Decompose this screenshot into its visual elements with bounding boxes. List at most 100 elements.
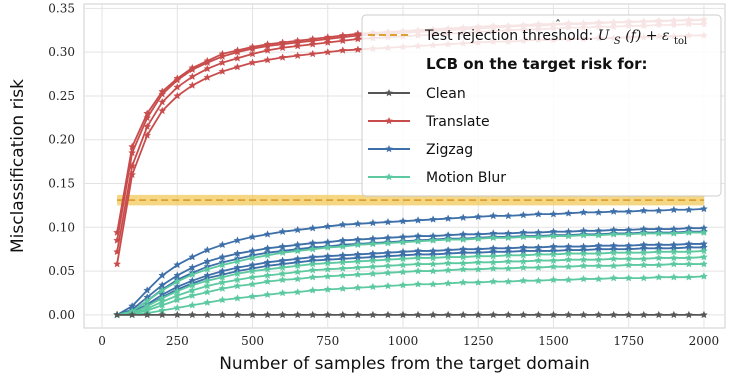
data-point xyxy=(414,237,422,245)
legend-title: LCB on the target risk for: xyxy=(426,55,648,73)
data-point xyxy=(278,275,287,284)
y-tick-label: 0.25 xyxy=(48,89,75,103)
data-point xyxy=(203,298,212,306)
legend-entry-motion-blur: Motion Blur xyxy=(368,170,506,186)
data-point xyxy=(248,292,257,300)
data-point xyxy=(293,41,302,50)
data-point xyxy=(248,49,257,58)
data-point xyxy=(158,310,167,319)
data-point xyxy=(654,247,663,256)
data-point xyxy=(459,235,468,243)
data-point xyxy=(293,287,302,296)
data-point xyxy=(654,253,663,262)
data-point xyxy=(474,278,483,286)
data-point xyxy=(564,262,573,271)
data-point xyxy=(564,209,573,217)
data-point xyxy=(173,277,182,285)
data-point xyxy=(414,280,422,288)
data-point xyxy=(128,148,137,157)
data-point xyxy=(308,273,317,281)
data-point xyxy=(489,258,498,266)
data-point xyxy=(399,310,407,319)
data-point xyxy=(338,271,347,279)
data-point xyxy=(263,251,272,259)
data-point xyxy=(293,267,302,276)
data-point xyxy=(669,253,678,262)
data-point xyxy=(278,310,287,319)
data-point xyxy=(474,234,483,243)
data-point xyxy=(624,230,633,238)
data-point xyxy=(203,265,212,273)
data-point xyxy=(564,275,573,284)
series-line xyxy=(117,263,704,316)
data-point xyxy=(353,257,362,265)
data-point xyxy=(414,266,422,275)
data-point xyxy=(143,131,152,139)
data-point xyxy=(684,205,693,214)
data-point xyxy=(519,232,528,241)
data-point xyxy=(549,250,558,258)
data-point xyxy=(474,252,483,260)
data-point xyxy=(504,233,513,242)
data-point xyxy=(489,211,498,220)
data-point xyxy=(278,227,287,236)
data-point xyxy=(128,170,137,179)
legend-entry-zigzag: Zigzag xyxy=(368,142,473,158)
data-point xyxy=(368,218,377,227)
data-point xyxy=(308,224,317,232)
data-point xyxy=(669,310,678,319)
data-point xyxy=(624,273,633,282)
data-point xyxy=(639,254,648,263)
x-tick-label: 1750 xyxy=(613,334,644,348)
data-point xyxy=(684,273,693,281)
data-point xyxy=(564,231,573,240)
data-point xyxy=(233,54,242,62)
legend-label: Motion Blur xyxy=(426,170,506,186)
data-point xyxy=(549,310,558,319)
data-point xyxy=(700,272,708,280)
data-point xyxy=(504,310,513,319)
data-point xyxy=(203,58,212,67)
data-point xyxy=(579,249,588,257)
data-point xyxy=(308,286,317,294)
data-point xyxy=(519,210,528,219)
data-point xyxy=(684,228,693,236)
data-point xyxy=(278,248,287,257)
data-point xyxy=(444,252,453,261)
data-point xyxy=(579,255,588,264)
data-point xyxy=(684,310,693,319)
y-tick-label: 0.20 xyxy=(48,133,75,147)
data-point xyxy=(549,275,558,284)
data-point xyxy=(248,273,257,281)
data-point xyxy=(233,257,242,265)
data-point xyxy=(158,90,167,98)
y-tick-label: 0.10 xyxy=(48,220,75,234)
data-point xyxy=(233,310,242,319)
legend-label: Translate xyxy=(425,114,490,130)
data-point xyxy=(188,65,197,74)
data-point xyxy=(384,238,392,247)
data-point xyxy=(158,286,167,294)
data-point xyxy=(564,255,573,264)
data-point xyxy=(353,219,362,228)
data-point xyxy=(173,76,182,84)
data-point xyxy=(624,254,633,263)
data-point xyxy=(639,260,648,269)
data-point xyxy=(293,261,302,270)
data-point xyxy=(654,273,663,281)
data-point xyxy=(519,251,528,259)
data-point xyxy=(384,261,392,270)
data-point xyxy=(218,240,227,249)
data-point xyxy=(308,245,317,253)
data-point xyxy=(218,260,227,269)
series-line xyxy=(116,246,704,316)
data-point xyxy=(353,283,362,292)
data-point xyxy=(368,282,377,291)
data-point xyxy=(233,236,242,244)
y-tick-label: 0.30 xyxy=(48,45,75,59)
data-point xyxy=(384,217,392,226)
legend-groups: Clean Translate Zigzag Motion Blur xyxy=(368,86,506,186)
data-point xyxy=(534,276,543,285)
data-point xyxy=(173,310,182,319)
data-point xyxy=(263,310,272,319)
